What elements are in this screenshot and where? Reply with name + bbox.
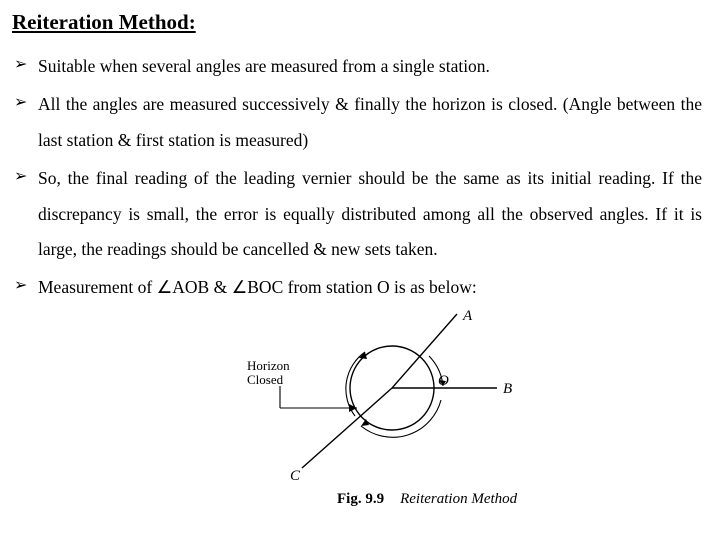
bullet-item: All the angles are measured successively… (12, 87, 702, 159)
bullet-item: So, the final reading of the leading ver… (12, 161, 702, 269)
arc-closing (346, 352, 365, 416)
bullet-item: Suitable when several angles are measure… (12, 49, 702, 85)
horizon-label-1: Horizon (247, 358, 290, 373)
bullet-item: Measurement of ∠AOB & ∠BOC from station … (12, 270, 702, 306)
label-b: B (503, 381, 512, 397)
label-c: C (290, 468, 301, 484)
bullet-list: Suitable when several angles are measure… (12, 49, 702, 306)
figure-container: A B C O Horizon Closed Fig. 9.9 Reiterat… (12, 308, 702, 508)
figure-caption: Fig. 9.9 Reiteration Method (337, 490, 518, 507)
horizon-label-2: Closed (247, 372, 284, 387)
reiteration-figure: A B C O Horizon Closed Fig. 9.9 Reiterat… (187, 308, 527, 508)
page-title: Reiteration Method: (12, 10, 702, 35)
label-a: A (462, 308, 473, 324)
label-o: O (438, 373, 449, 389)
